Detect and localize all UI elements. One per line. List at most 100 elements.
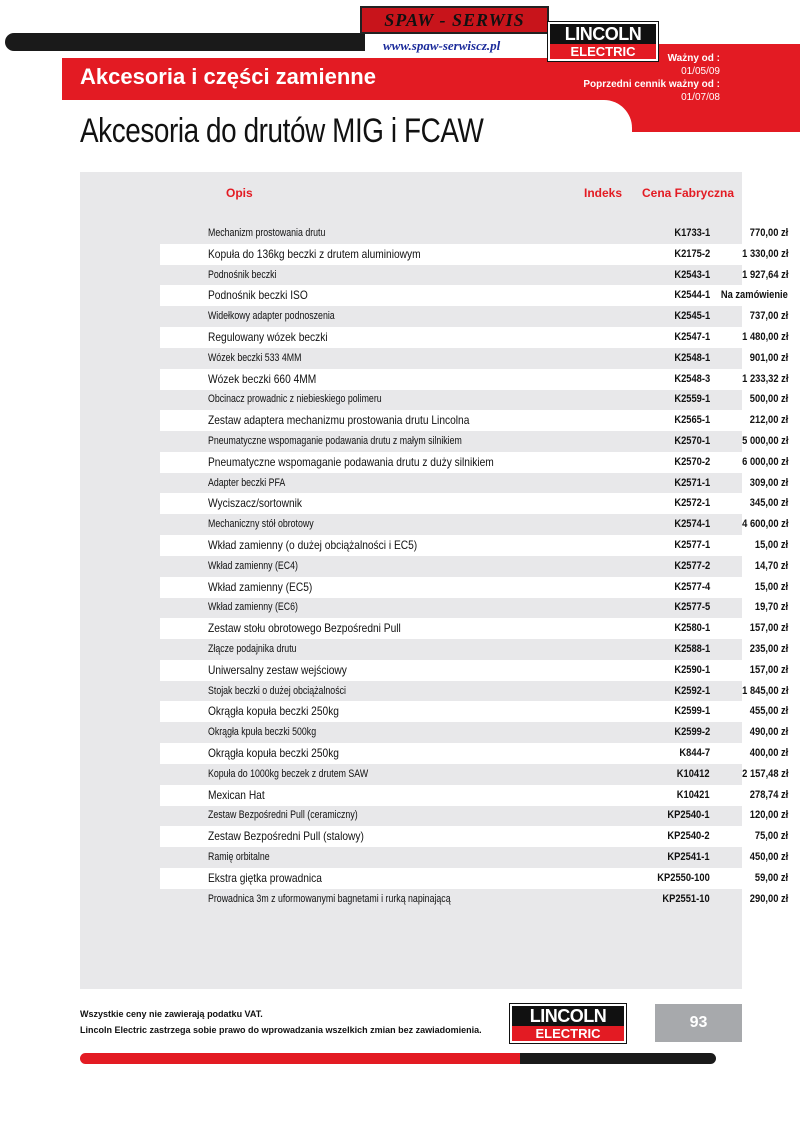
index: K2544-1 bbox=[674, 289, 710, 302]
description: Adapter beczki PFA bbox=[208, 476, 286, 489]
price: 157,00 zł bbox=[749, 622, 788, 635]
price: 345,00 zł bbox=[749, 497, 788, 510]
description: Prowadnica 3m z uformowanymi bagnetami i… bbox=[208, 892, 451, 905]
price: 2 157,48 zł bbox=[741, 767, 788, 780]
table-row: Wkład zamienny (EC6) K2577-5 19,70 zł bbox=[160, 597, 800, 618]
table-row: Wkład zamienny (o dużej obciążalności i … bbox=[160, 535, 800, 556]
table-row: Ekstra giętka prowadnica KP2550-100 59,00 … bbox=[160, 867, 800, 889]
price: 59,00 zł bbox=[754, 871, 788, 884]
table-row: Kopuła do 136kg beczki z drutem aluminio… bbox=[160, 243, 800, 265]
index: K10412 bbox=[677, 767, 710, 780]
price: 278,74 zł bbox=[749, 788, 788, 801]
description: Podnośnik beczki bbox=[208, 268, 277, 281]
footer-bar bbox=[520, 1053, 716, 1064]
index: K2577-5 bbox=[674, 601, 710, 614]
description: Zestaw Bezpośredni Pull (ceramiczny) bbox=[208, 809, 358, 822]
header-bar bbox=[5, 33, 365, 51]
index: K2547-1 bbox=[674, 331, 710, 343]
description: Ramię orbitalne bbox=[208, 851, 270, 863]
table-row: Zestaw Bezpośredni Pull (ceramiczny) KP25… bbox=[160, 805, 800, 826]
price: 75,00 zł bbox=[754, 830, 788, 843]
price: 157,00 zł bbox=[749, 663, 788, 676]
table-row: Wkład zamienny (EC5) K2577-4 15,00 zł bbox=[160, 576, 800, 598]
price: 1 233,32 zł bbox=[741, 372, 788, 385]
table-row: Ramię orbitalne KP2541-1 450,00 zł bbox=[160, 847, 800, 868]
index: K2543-1 bbox=[674, 268, 710, 281]
description: Okrągła kpuła beczki 500kg bbox=[208, 726, 317, 739]
price-table: Mechanizm prostowania drutu K1733-1 770,00… bbox=[80, 172, 800, 989]
index: K2592-1 bbox=[674, 684, 710, 697]
column-header: Opis bbox=[226, 186, 253, 200]
description: Mechanizm prostowania drutu bbox=[208, 227, 326, 239]
index: K2599-1 bbox=[674, 705, 710, 718]
price: 5 000,00 zł bbox=[741, 435, 788, 447]
table-row: Stojak beczki o dużej obciążalności K2592… bbox=[160, 681, 800, 702]
table-row: Wózek beczki 533 4MM K2548-1 901,00 zł bbox=[160, 348, 800, 369]
price: 400,00 zł bbox=[749, 747, 788, 759]
index: KP2550-100 bbox=[657, 871, 710, 884]
index: K2545-1 bbox=[674, 310, 710, 323]
description: Widełkowy adapter podnoszenia bbox=[208, 310, 335, 323]
table-row: Okrągła kopuła beczki 250kg K844-7 400,00 … bbox=[160, 743, 800, 764]
description: Podnośnik beczki ISO bbox=[208, 288, 308, 303]
price: 490,00 zł bbox=[749, 726, 788, 739]
index: K2588-1 bbox=[674, 643, 710, 655]
price: 737,00 zł bbox=[749, 310, 788, 323]
price: 500,00 zł bbox=[749, 393, 788, 406]
index: KP2540-2 bbox=[667, 830, 710, 843]
price: 120,00 zł bbox=[749, 809, 788, 822]
index: K2548-1 bbox=[674, 351, 710, 364]
table-row: Obcinacz prowadnic z niebieskiego polime… bbox=[160, 389, 800, 410]
table-row: Podnośnik beczki K2543-1 1 927,64 zł bbox=[160, 265, 800, 286]
table-row: Wózek beczki 660 4MM K2548-3 1 233,32 zł bbox=[160, 368, 800, 390]
brand: SPAW - SERWIS bbox=[360, 6, 549, 34]
page-title: Akcesoria do drutów MIG i FCAW bbox=[80, 112, 484, 150]
table-row: Zestaw Bezpośredni Pull (stalowy) KP2540-… bbox=[160, 826, 800, 848]
table-row: Mechaniczny stół obrotowy K2574-1 4 600,00… bbox=[160, 514, 800, 535]
index: K2565-1 bbox=[674, 414, 710, 427]
table-row: Zestaw stołu obrotowego Bezpośredni Pull… bbox=[160, 618, 800, 640]
description: Zestaw Bezpośredni Pull (stalowy) bbox=[208, 829, 364, 844]
price: Na zamówienie bbox=[720, 289, 788, 302]
description: Wózek beczki 533 4MM bbox=[208, 351, 302, 364]
description: Regulowany wózek beczki bbox=[208, 330, 328, 344]
index: K2571-1 bbox=[674, 476, 710, 489]
price: 15,00 zł bbox=[754, 580, 788, 593]
logo-top: LINCOLN bbox=[529, 1006, 607, 1026]
column-header: Cena Fabryczna bbox=[642, 186, 735, 200]
price: 1 845,00 zł bbox=[741, 684, 788, 697]
description: Zestaw stołu obrotowego Bezpośredni Pull bbox=[208, 621, 401, 636]
table-row: Uniwersalny zestaw wejściowy K2590-1 157,0… bbox=[160, 659, 800, 681]
table-row: Wkład zamienny (EC4) K2577-2 14,70 zł bbox=[160, 556, 800, 577]
description: Wkład zamienny (EC4) bbox=[208, 559, 298, 572]
table-row: Mexican Hat K10421 278,74 zł bbox=[160, 784, 800, 806]
index: KP2540-1 bbox=[667, 809, 710, 822]
validity: Ważny od : 01/05/09 Poprzedni cennik waż… bbox=[583, 52, 720, 104]
footer-note: Wszystkie ceny nie zawierają podatku VAT… bbox=[80, 1009, 263, 1019]
index: K2577-2 bbox=[674, 559, 710, 572]
index: K2580-1 bbox=[674, 622, 710, 635]
description: Obcinacz prowadnic z niebieskiego polime… bbox=[208, 393, 382, 406]
previous-date: 01/07/08 bbox=[681, 92, 720, 103]
price: 14,70 zł bbox=[754, 559, 788, 572]
table-row: Adapter beczki PFA K2571-1 309,00 zł bbox=[160, 473, 800, 494]
price: 770,00 zł bbox=[749, 227, 788, 239]
price: 901,00 zł bbox=[749, 351, 788, 364]
description: Wkład zamienny (EC5) bbox=[208, 579, 313, 594]
table-row: Regulowany wózek beczki K2547-1 1 480,00 z… bbox=[160, 327, 800, 348]
index: K1733-1 bbox=[674, 227, 710, 239]
description: Wkład zamienny (EC6) bbox=[208, 601, 298, 614]
index: KP2541-1 bbox=[667, 851, 710, 863]
table-row: Pneumatyczne wspomaganie podawania drutu… bbox=[160, 431, 800, 452]
index: K2175-2 bbox=[674, 247, 710, 260]
footer-notes: Wszystkie ceny nie zawierają podatku VAT… bbox=[80, 1006, 482, 1038]
index: K2599-2 bbox=[674, 726, 710, 739]
price: 309,00 zł bbox=[749, 476, 788, 489]
valid-date: 01/05/09 bbox=[681, 66, 720, 77]
column-header: Indeks bbox=[584, 186, 623, 200]
index: K10421 bbox=[677, 788, 710, 801]
previous-label: Poprzedni cennik ważny od : bbox=[583, 79, 720, 90]
price: 455,00 zł bbox=[749, 705, 788, 718]
description: Okrągła kopuła beczki 250kg bbox=[208, 704, 339, 719]
